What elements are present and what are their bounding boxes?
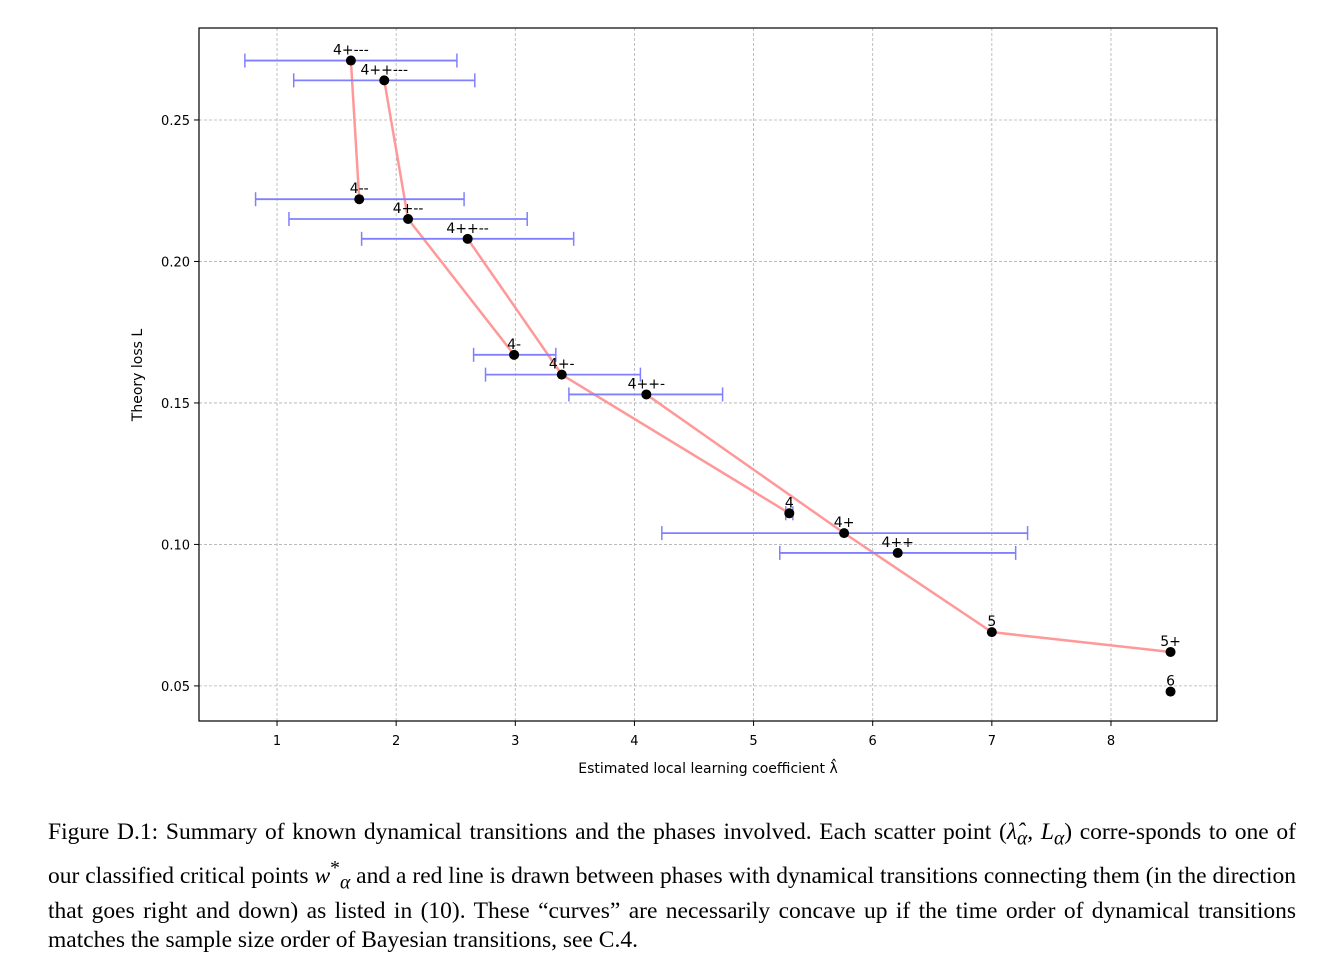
caption-text: Figure D.1: Summary of known dynamical t… [48,819,1007,845]
data-point [1165,646,1176,657]
x-tick-label: 1 [273,734,281,749]
data-point [354,194,365,205]
data-point [986,627,997,638]
point-label: 4+ [834,515,855,531]
point-label: 4+-- [393,201,424,217]
data-point [345,55,356,66]
point-label: 4-- [350,181,369,197]
point-label: 4 [785,495,794,511]
caption-math: α [1017,828,1028,850]
scatter-points [345,55,1176,697]
point-label: 4++- [628,376,665,392]
data-point [403,214,414,225]
figure-caption: Figure D.1: Summary of known dynamical t… [48,818,1296,955]
data-point [839,528,850,539]
y-tick-label: 0.10 [161,538,190,553]
y-tick-label: 0.05 [161,680,190,695]
caption-math: , L [1027,819,1054,845]
transition-line [406,217,516,357]
x-tick-label: 4 [630,734,638,749]
y-tick-label: 0.15 [161,397,190,412]
y-tick-label: 0.20 [161,255,190,270]
transition-line [349,59,361,201]
error-bars [244,53,1029,560]
data-point [892,547,903,558]
data-point [556,369,567,380]
point-label: 4++-- [446,221,488,237]
point-label: 4+--- [333,43,369,59]
plot-frame [198,27,1218,722]
caption-math: * [330,857,340,879]
data-point [379,75,390,86]
x-tick-label: 6 [869,734,877,749]
data-point [784,508,795,519]
data-point [1165,686,1176,697]
transition-line [645,393,846,535]
caption-math: w [314,862,331,889]
x-tick-label: 2 [392,734,400,749]
caption-math: λ̂ [1006,819,1017,845]
x-tick-label: 5 [749,734,757,749]
point-label: 5 [987,614,996,630]
y-axis-label: Theory loss L [130,329,146,423]
x-tick-label: 3 [511,734,519,749]
point-labels: 4+--- 4++--- 4-- 4+-- 4++-- 4- 4+- 4++- 4 4+ 4++ 5 5… [333,43,1181,690]
point-label: 4++ [882,535,914,551]
point-label: 4- [507,337,521,353]
x-axis-label: Estimated local learning coefficient λ̂ [578,758,838,777]
transition-line [383,79,410,221]
axis-ticks: 1 2 3 4 5 6 7 8 0.05 0.10 0.15 0.20 0.25 [161,114,1115,749]
caption-text: and a red line is drawn between phases w… [48,862,1296,954]
data-point [509,349,520,360]
transition-line [990,630,1172,654]
data-point [641,389,652,400]
x-tick-label: 7 [988,734,996,749]
point-label: 6 [1166,674,1175,690]
caption-math: α [1053,828,1065,850]
point-label: 4++--- [360,62,408,78]
x-tick-label: 8 [1107,734,1115,749]
transition-line [842,531,994,634]
transition-line [466,237,564,376]
point-label: 4+- [549,357,575,373]
point-label: 5+ [1160,634,1181,650]
caption-text: ) corre-sponds to one of our classified … [48,819,1297,889]
grid [199,28,1217,721]
figure-chart: 4+--- 4++--- 4-- 4+-- 4++-- 4- 4+- 4++- 4 4+ 4++ 5 5… [130,27,1218,777]
data-point [462,233,473,244]
transition-lines [349,59,1172,654]
transition-line [560,373,791,515]
caption-math: α [339,872,351,894]
y-tick-label: 0.25 [161,114,190,129]
